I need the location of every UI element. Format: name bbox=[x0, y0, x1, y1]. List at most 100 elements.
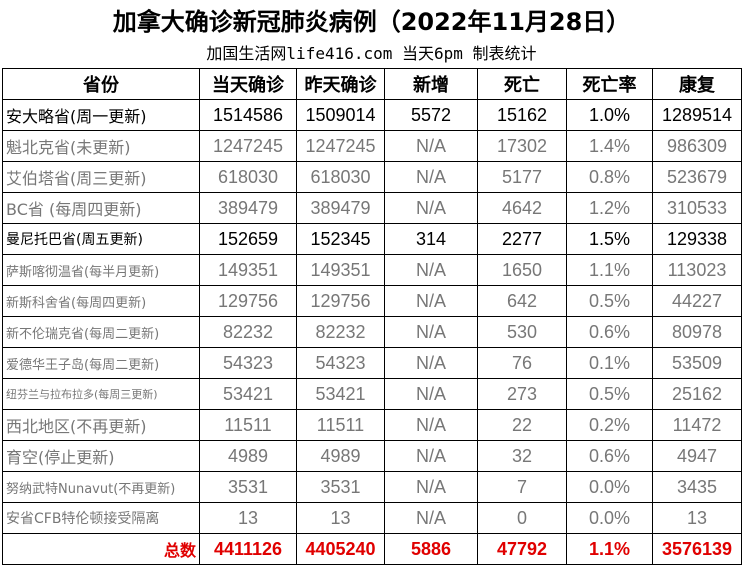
total-label: 总数 bbox=[2, 533, 200, 565]
value-cell: 0.0% bbox=[566, 471, 653, 503]
value-cell: 0.2% bbox=[566, 409, 653, 441]
value-cell: 4642 bbox=[477, 192, 567, 224]
value-cell: 22 bbox=[477, 409, 567, 441]
value-cell: 4989 bbox=[199, 440, 297, 472]
province-cell: 新斯科舍省(每周四更新) bbox=[2, 285, 200, 317]
value-cell: 986309 bbox=[652, 130, 742, 162]
header-row: 省份 当天确诊 昨天确诊 新增 死亡 死亡率 康复 bbox=[2, 68, 742, 100]
value-cell: 7 bbox=[477, 471, 567, 503]
province-cell: 新不伦瑞克省(每周二更新) bbox=[2, 316, 200, 348]
province-cell: 纽芬兰与拉布拉多(每周三更新) bbox=[2, 378, 200, 410]
value-cell: 389479 bbox=[199, 192, 297, 224]
table-head: 省份 当天确诊 昨天确诊 新增 死亡 死亡率 康复 bbox=[2, 68, 742, 100]
value-cell: 5177 bbox=[477, 161, 567, 193]
province-cell: 安省CFB特伦顿接受隔离 bbox=[2, 502, 200, 534]
value-cell: 1.5% bbox=[566, 223, 653, 255]
value-cell: 1247245 bbox=[199, 130, 297, 162]
value-cell: 0.1% bbox=[566, 347, 653, 379]
value-cell: 642 bbox=[477, 285, 567, 317]
province-cell: 努纳武特Nunavut(不再更新) bbox=[2, 471, 200, 503]
province-cell: 艾伯塔省(周三更新) bbox=[2, 161, 200, 193]
table-row: 曼尼托巴省(周五更新) 152659 152345 314 2277 1.5% 129338 bbox=[2, 223, 742, 255]
value-cell: 76 bbox=[477, 347, 567, 379]
value-cell: 17302 bbox=[477, 130, 567, 162]
value-cell: 129756 bbox=[296, 285, 385, 317]
value-cell: 15162 bbox=[477, 99, 567, 131]
value-cell: 4989 bbox=[296, 440, 385, 472]
value-cell: 0.5% bbox=[566, 378, 653, 410]
total-cell: 5886 bbox=[384, 533, 478, 565]
value-cell: 273 bbox=[477, 378, 567, 410]
value-cell: 129756 bbox=[199, 285, 297, 317]
table-foot: 总数 4411126 4405240 5886 47792 1.1% 3576139 bbox=[2, 533, 742, 565]
value-cell: 13 bbox=[652, 502, 742, 534]
value-cell: 1514586 bbox=[199, 99, 297, 131]
value-cell: 54323 bbox=[199, 347, 297, 379]
value-cell: N/A bbox=[384, 440, 478, 472]
value-cell: 82232 bbox=[296, 316, 385, 348]
value-cell: 149351 bbox=[296, 254, 385, 286]
province-cell: 魁北克省(未更新) bbox=[2, 130, 200, 162]
value-cell: 11511 bbox=[199, 409, 297, 441]
value-cell: 0.6% bbox=[566, 316, 653, 348]
value-cell: 32 bbox=[477, 440, 567, 472]
value-cell: 0.8% bbox=[566, 161, 653, 193]
value-cell: N/A bbox=[384, 347, 478, 379]
total-cell: 4411126 bbox=[199, 533, 297, 565]
value-cell: 25162 bbox=[652, 378, 742, 410]
value-cell: 3531 bbox=[199, 471, 297, 503]
value-cell: 618030 bbox=[296, 161, 385, 193]
table-row: 纽芬兰与拉布拉多(每周三更新) 53421 53421 N/A 273 0.5% 25162 bbox=[2, 378, 742, 410]
value-cell: 1.2% bbox=[566, 192, 653, 224]
column-header: 省份 bbox=[2, 68, 200, 100]
value-cell: N/A bbox=[384, 161, 478, 193]
table-row: 安大略省(周一更新) 1514586 1509014 5572 15162 1.0% 128… bbox=[2, 99, 742, 131]
value-cell: 4947 bbox=[652, 440, 742, 472]
province-cell: 萨斯喀彻温省(每半月更新) bbox=[2, 254, 200, 286]
province-cell: 安大略省(周一更新) bbox=[2, 99, 200, 131]
value-cell: 44227 bbox=[652, 285, 742, 317]
value-cell: N/A bbox=[384, 378, 478, 410]
value-cell: 1.1% bbox=[566, 254, 653, 286]
value-cell: 618030 bbox=[199, 161, 297, 193]
value-cell: 310533 bbox=[652, 192, 742, 224]
table-row: 艾伯塔省(周三更新) 618030 618030 N/A 5177 0.8% 523679 bbox=[2, 161, 742, 193]
value-cell: 80978 bbox=[652, 316, 742, 348]
value-cell: 0.6% bbox=[566, 440, 653, 472]
province-cell: 西北地区(不再更新) bbox=[2, 409, 200, 441]
value-cell: 11472 bbox=[652, 409, 742, 441]
value-cell: 54323 bbox=[296, 347, 385, 379]
value-cell: 1.0% bbox=[566, 99, 653, 131]
value-cell: N/A bbox=[384, 130, 478, 162]
table-row: 萨斯喀彻温省(每半月更新) 149351 149351 N/A 1650 1.1% 1130… bbox=[2, 254, 742, 286]
value-cell: 0.0% bbox=[566, 502, 653, 534]
value-cell: 1289514 bbox=[652, 99, 742, 131]
value-cell: 152659 bbox=[199, 223, 297, 255]
table-row: 爱德华王子岛(每周二更新) 54323 54323 N/A 76 0.1% 53509 bbox=[2, 347, 742, 379]
value-cell: 53509 bbox=[652, 347, 742, 379]
province-cell: 育空(停止更新) bbox=[2, 440, 200, 472]
value-cell: 1650 bbox=[477, 254, 567, 286]
value-cell: 5572 bbox=[384, 99, 478, 131]
value-cell: 530 bbox=[477, 316, 567, 348]
table-row: BC省 (每周四更新) 389479 389479 N/A 4642 1.2% 310533 bbox=[2, 192, 742, 224]
table-row: 新不伦瑞克省(每周二更新) 82232 82232 N/A 530 0.6% 80978 bbox=[2, 316, 742, 348]
table-row: 西北地区(不再更新) 11511 11511 N/A 22 0.2% 11472 bbox=[2, 409, 742, 441]
total-cell: 3576139 bbox=[652, 533, 742, 565]
column-header: 新增 bbox=[384, 68, 478, 100]
value-cell: 389479 bbox=[296, 192, 385, 224]
table-row: 安省CFB特伦顿接受隔离 13 13 N/A 0 0.0% 13 bbox=[2, 502, 742, 534]
value-cell: 13 bbox=[199, 502, 297, 534]
title: 加拿大确诊新冠肺炎病例（2022年11月28日） bbox=[112, 8, 631, 36]
value-cell: 3531 bbox=[296, 471, 385, 503]
table-row: 育空(停止更新) 4989 4989 N/A 32 0.6% 4947 bbox=[2, 440, 742, 472]
value-cell: 152345 bbox=[296, 223, 385, 255]
column-header: 死亡率 bbox=[566, 68, 653, 100]
value-cell: N/A bbox=[384, 471, 478, 503]
column-header: 昨天确诊 bbox=[296, 68, 385, 100]
value-cell: N/A bbox=[384, 316, 478, 348]
value-cell: N/A bbox=[384, 502, 478, 534]
value-cell: 1247245 bbox=[296, 130, 385, 162]
value-cell: 129338 bbox=[652, 223, 742, 255]
